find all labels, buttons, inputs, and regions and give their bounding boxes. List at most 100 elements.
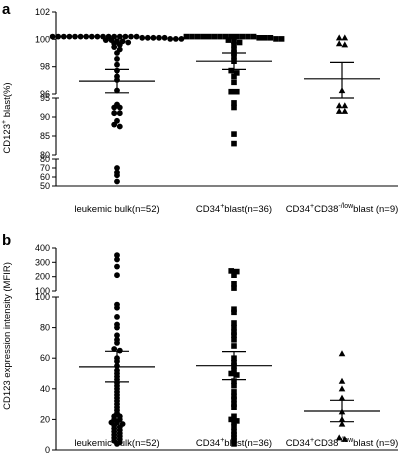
data-point-triangle <box>338 394 346 401</box>
data-point-circle <box>125 39 132 46</box>
data-point-square <box>231 46 237 53</box>
data-point-square <box>225 37 232 43</box>
data-point-circle <box>114 256 120 263</box>
data-point-circle <box>114 272 120 279</box>
data-point-circle <box>139 34 146 41</box>
data-point-circle <box>114 332 120 339</box>
data-point-circle <box>66 33 73 40</box>
data-point-triangle <box>341 435 349 442</box>
data-point-square <box>231 401 237 407</box>
data-point-circle <box>111 346 118 352</box>
data-point-square <box>273 36 279 42</box>
data-point-square <box>231 428 237 435</box>
data-point-square <box>262 35 268 41</box>
data-point-square <box>239 33 246 40</box>
data-point-circle <box>116 41 123 48</box>
data-point-circle <box>111 104 118 111</box>
y-tick-label: 95 <box>40 93 50 103</box>
data-point-circle <box>156 34 162 41</box>
data-point-circle <box>116 123 123 130</box>
data-point-circle <box>167 36 174 42</box>
panel-label-b: b <box>2 232 11 249</box>
data-point-circle <box>116 347 123 354</box>
data-point-circle <box>114 178 120 185</box>
data-point-square <box>231 332 237 338</box>
data-point-triangle <box>338 385 346 392</box>
data-point-square <box>234 70 240 76</box>
data-point-square <box>228 33 234 40</box>
data-point-square <box>234 88 240 95</box>
data-point-square <box>256 35 262 41</box>
data-point-square <box>231 281 237 287</box>
data-point-square <box>231 378 237 384</box>
data-point-triangle <box>335 107 343 114</box>
data-point-square <box>245 33 251 40</box>
data-point-triangle <box>335 34 343 41</box>
y-tick-label: 98 <box>40 62 50 72</box>
data-point-circle <box>60 33 67 40</box>
data-point-circle <box>161 34 168 41</box>
data-point-circle <box>128 33 134 40</box>
y-tick-label: 90 <box>40 112 50 122</box>
data-point-square <box>231 404 237 410</box>
data-point-circle <box>114 304 120 311</box>
data-point-circle <box>122 33 129 40</box>
data-point-square <box>231 104 237 111</box>
y-tick-label: 400 <box>35 243 50 253</box>
data-point-circle <box>114 172 120 179</box>
y-tick-label: 100 <box>35 34 50 44</box>
data-point-square <box>231 140 237 147</box>
y-tick-label: 20 <box>40 414 50 424</box>
data-point-triangle <box>341 34 349 41</box>
data-point-square <box>222 33 229 40</box>
category-label: CD34+blast(n=36) <box>196 203 272 215</box>
data-point-square <box>231 131 237 137</box>
data-point-square <box>231 329 237 335</box>
data-point-circle <box>116 104 123 111</box>
data-point-circle <box>94 33 101 40</box>
data-point-triangle <box>341 107 349 114</box>
data-point-circle <box>72 33 78 40</box>
data-point-square <box>231 100 237 106</box>
y-axis-title: CD123 expression intensity (MFIR) <box>2 262 13 410</box>
data-point-circle <box>150 34 157 41</box>
data-point-square <box>231 42 237 48</box>
data-point-square <box>231 73 237 80</box>
data-point-square <box>200 33 206 40</box>
data-point-circle <box>88 33 95 40</box>
data-point-triangle <box>335 40 343 47</box>
data-point-circle <box>77 33 84 40</box>
data-point-square <box>231 435 237 441</box>
data-point-circle <box>55 33 62 40</box>
data-point-square <box>231 343 237 349</box>
data-point-triangle <box>335 102 343 109</box>
category-label: CD34+CD38-/lowblast (n=9) <box>286 437 399 449</box>
data-point-triangle <box>341 102 349 109</box>
data-point-circle <box>114 324 120 331</box>
data-point-square <box>236 39 243 46</box>
y-tick-label: 300 <box>35 257 50 267</box>
data-point-square <box>206 33 212 40</box>
data-point-circle <box>114 314 120 320</box>
data-point-square <box>278 36 285 42</box>
data-point-circle <box>144 34 151 41</box>
y-axis-title: CD123+ blast(%) <box>1 82 13 153</box>
y-tick-label: 80 <box>40 323 50 333</box>
data-point-square <box>234 33 240 40</box>
data-point-circle <box>83 33 90 40</box>
data-point-circle <box>172 36 179 42</box>
y-tick-label: 60 <box>40 353 50 363</box>
y-tick-label: 0 <box>45 445 50 455</box>
data-point-circle <box>111 121 118 128</box>
data-point-square <box>217 33 223 40</box>
data-point-square <box>250 33 257 40</box>
data-point-square <box>228 370 234 377</box>
y-tick-label: 50 <box>40 181 50 191</box>
data-point-square <box>231 285 237 291</box>
category-label: leukemic bulk(n=52) <box>74 204 159 215</box>
data-point-square <box>183 33 190 40</box>
y-tick-label: 96 <box>40 89 50 99</box>
y-tick-label: 80 <box>40 154 50 164</box>
data-point-square <box>228 67 234 74</box>
